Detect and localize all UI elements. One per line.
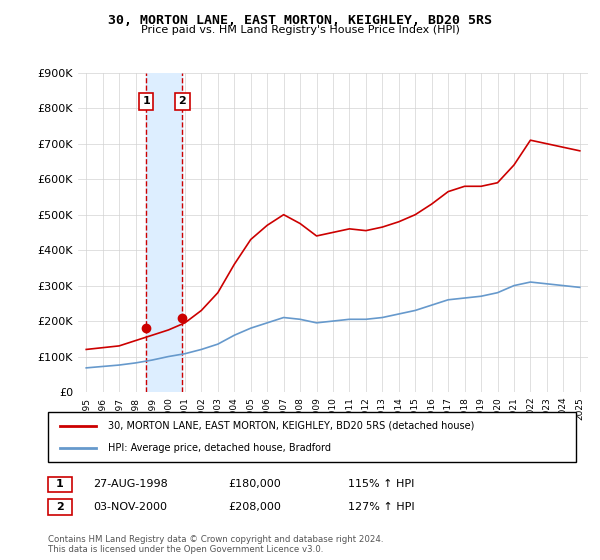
Text: 27-AUG-1998: 27-AUG-1998 <box>93 479 168 489</box>
Text: £180,000: £180,000 <box>228 479 281 489</box>
Text: 03-NOV-2000: 03-NOV-2000 <box>93 502 167 512</box>
Text: 1: 1 <box>142 96 150 106</box>
Bar <box>146 73 182 392</box>
Text: 115% ↑ HPI: 115% ↑ HPI <box>348 479 415 489</box>
Text: HPI: Average price, detached house, Bradford: HPI: Average price, detached house, Brad… <box>108 443 331 453</box>
Text: £208,000: £208,000 <box>228 502 281 512</box>
Text: 30, MORTON LANE, EAST MORTON, KEIGHLEY, BD20 5RS: 30, MORTON LANE, EAST MORTON, KEIGHLEY, … <box>108 14 492 27</box>
Text: 2: 2 <box>178 96 186 106</box>
Text: Contains HM Land Registry data © Crown copyright and database right 2024.
This d: Contains HM Land Registry data © Crown c… <box>48 535 383 554</box>
Text: 1: 1 <box>56 479 64 489</box>
Text: 2: 2 <box>56 502 64 512</box>
Text: 127% ↑ HPI: 127% ↑ HPI <box>348 502 415 512</box>
Text: 30, MORTON LANE, EAST MORTON, KEIGHLEY, BD20 5RS (detached house): 30, MORTON LANE, EAST MORTON, KEIGHLEY, … <box>108 421 475 431</box>
Text: Price paid vs. HM Land Registry's House Price Index (HPI): Price paid vs. HM Land Registry's House … <box>140 25 460 35</box>
